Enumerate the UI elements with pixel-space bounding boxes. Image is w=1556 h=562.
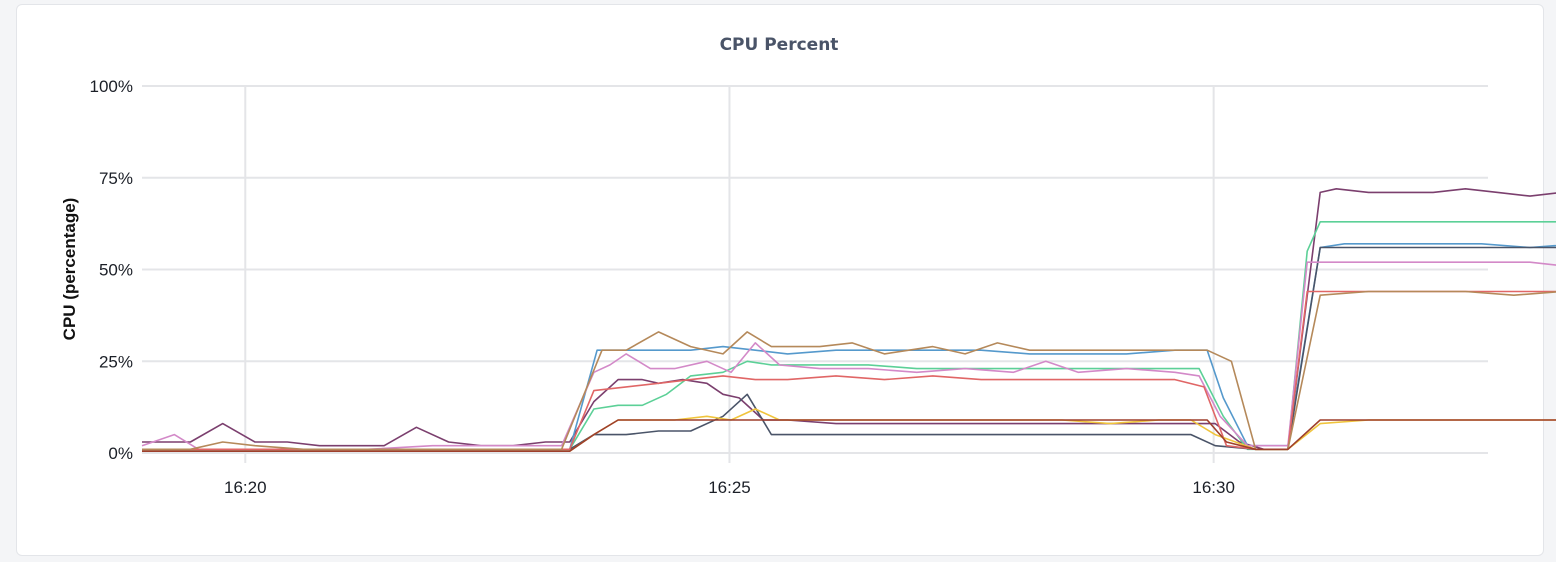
y-tick-label: 75% — [99, 169, 133, 188]
y-tick-label: 100% — [90, 77, 133, 96]
series-line-5 — [141, 261, 1556, 451]
series-line-9 — [142, 419, 1556, 452]
series-line-3 — [142, 243, 1556, 451]
series-line-8 — [142, 408, 1556, 452]
x-tick-label: 16:25 — [708, 478, 751, 497]
x-axis: 16:20 16:25 16:30 — [224, 478, 1235, 497]
series-line-4 — [142, 246, 1556, 451]
series-line-2 — [142, 221, 1556, 451]
y-tick-label: 50% — [99, 261, 133, 280]
series-group — [141, 188, 1556, 452]
x-tick-label: 16:30 — [1192, 478, 1235, 497]
y-tick-label: 0% — [108, 444, 133, 463]
chart-title: CPU Percent — [720, 35, 839, 55]
grid — [142, 85, 1488, 463]
y-axis-label: CPU (percentage) — [60, 198, 79, 341]
series-line-6 — [142, 290, 1556, 451]
y-axis: 0% 25% 50% 75% 100% — [90, 77, 133, 463]
series-line-7 — [142, 290, 1556, 451]
chart-card — [16, 4, 1544, 556]
x-tick-label: 16:20 — [224, 478, 267, 497]
series-line-1 — [142, 188, 1556, 451]
y-tick-label: 25% — [99, 352, 133, 371]
